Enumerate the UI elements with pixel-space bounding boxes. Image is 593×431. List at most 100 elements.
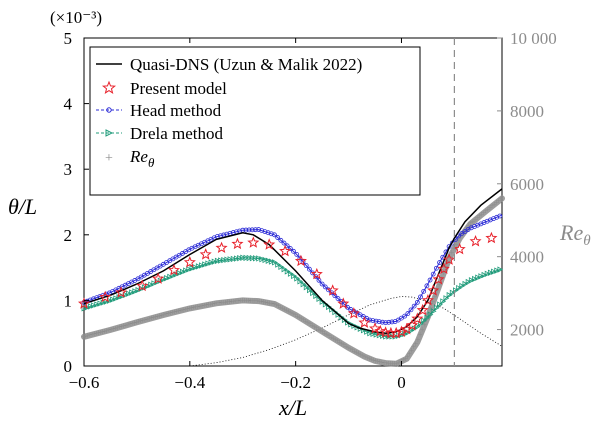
y-tick-label: 2 (64, 226, 73, 245)
re-theta-marker: + (434, 286, 439, 296)
drela-marker (265, 257, 272, 264)
legend-label-drela: Drela method (130, 124, 223, 143)
present-model-star (310, 267, 323, 280)
re-theta-marker: + (278, 302, 283, 312)
drela-marker (180, 268, 186, 276)
drela-marker (421, 317, 428, 324)
re-theta-marker: + (98, 327, 103, 337)
y-axis-ticks: 0 1 2 3 4 5 (64, 29, 89, 376)
re-theta-marker: + (104, 326, 109, 336)
drela-marker (119, 292, 126, 300)
legend-marker-drela (105, 129, 114, 137)
re-theta-marker: + (151, 313, 156, 323)
re-theta-marker: + (468, 218, 473, 228)
head-marker (319, 281, 325, 287)
drela-marker (278, 263, 285, 271)
re-theta-marker: + (236, 296, 241, 306)
head-marker (424, 283, 430, 289)
re-theta-marker: + (337, 338, 342, 348)
re-theta-marker: + (269, 299, 274, 309)
re-theta-marker: + (305, 318, 310, 328)
re-theta-marker: + (322, 328, 327, 338)
re-theta-marker: + (219, 298, 224, 308)
drela-marker (443, 295, 450, 302)
re-theta-marker: + (125, 320, 130, 330)
re-theta-marker: + (405, 352, 410, 362)
drela-marker (418, 320, 424, 327)
re-theta-marker: + (282, 305, 287, 315)
legend-item-head: Head method (96, 101, 222, 120)
re-theta-marker: + (496, 196, 501, 206)
re-theta-marker: + (271, 299, 276, 309)
drela-marker (370, 330, 377, 338)
drela-marker (224, 256, 231, 263)
legend-marker-re-theta: + (105, 151, 113, 166)
drela-marker (294, 275, 301, 282)
head-marker (430, 271, 436, 277)
drela-marker (100, 299, 107, 306)
present-model-star (136, 279, 149, 292)
head-marker (383, 320, 388, 326)
drela-marker (456, 284, 462, 292)
drela-marker (211, 258, 218, 265)
drela-marker (189, 265, 196, 272)
re-theta-marker: + (227, 297, 232, 307)
re-theta-marker: + (250, 296, 255, 306)
legend-label-head: Head method (130, 101, 222, 120)
present-model-star (231, 237, 244, 250)
re-theta-marker: + (449, 247, 454, 257)
drela-marker (348, 321, 354, 328)
present-model-star (183, 256, 196, 268)
head-marker (291, 248, 296, 254)
present-model-star (167, 263, 180, 276)
re-theta-marker: + (466, 220, 471, 230)
re-theta-marker: + (176, 306, 181, 316)
drela-marker (176, 269, 183, 277)
present-model-star (432, 273, 445, 285)
head-marker (249, 227, 255, 233)
drela-marker (465, 278, 472, 286)
head-marker (329, 290, 335, 296)
re-theta-marker: + (233, 296, 238, 306)
drela-series (81, 254, 504, 340)
drela-marker (338, 314, 345, 321)
re-theta-marker: + (297, 313, 302, 323)
re-theta-marker: + (153, 312, 158, 322)
present-model-star (469, 235, 482, 247)
re-theta-marker: + (312, 322, 317, 332)
present-model-star (347, 307, 360, 319)
head-marker (243, 227, 249, 233)
x-tick-label: −0.4 (174, 373, 205, 392)
re-theta-marker: + (204, 300, 209, 310)
present-model-star (152, 272, 165, 284)
re-theta-marker: + (92, 329, 97, 339)
re-theta-marker: + (299, 314, 304, 324)
re-theta-marker: + (327, 331, 332, 341)
drela-marker (453, 287, 459, 294)
re-theta-marker: + (242, 295, 247, 305)
y-tick-label: 3 (64, 160, 73, 179)
re-theta-marker: + (85, 331, 90, 341)
re-theta-marker: + (161, 310, 166, 320)
drela-marker (233, 255, 240, 262)
re-theta-marker: + (286, 307, 291, 317)
head-marker (335, 296, 341, 301)
drela-marker (373, 331, 380, 338)
head-marker (418, 294, 423, 300)
re-theta-marker: + (428, 303, 433, 313)
head-marker (253, 227, 258, 233)
drela-marker (281, 265, 288, 273)
re-theta-marker: + (138, 316, 143, 326)
drela-marker (259, 256, 266, 263)
legend-swatch-present (101, 80, 117, 94)
present-model-star (453, 242, 466, 255)
head-marker (414, 299, 420, 305)
y2-tick-label: 8000 (510, 102, 544, 121)
drela-marker (253, 255, 259, 262)
drela-marker (186, 266, 193, 273)
re-theta-marker: + (418, 330, 423, 340)
drela-marker (249, 254, 256, 262)
drela-marker (430, 308, 437, 315)
re-theta-marker: + (121, 321, 126, 331)
